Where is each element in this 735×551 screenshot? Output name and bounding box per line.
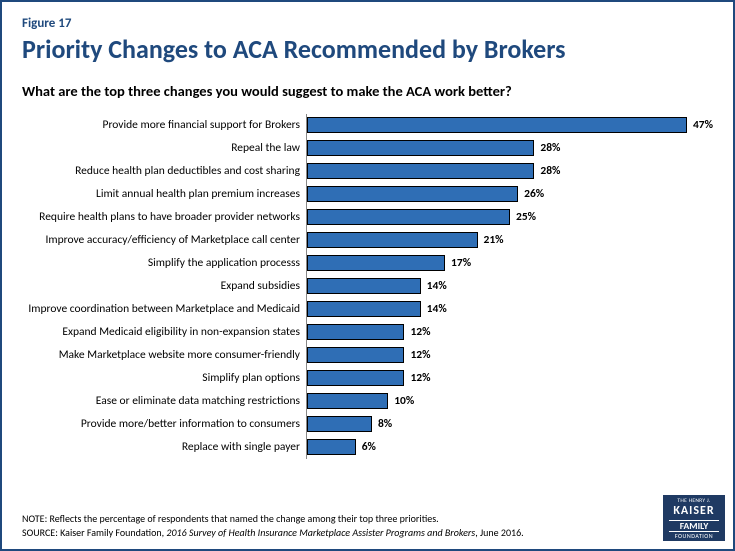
bar-value: 47% bbox=[693, 118, 713, 132]
chart-row: Repeal the law 28% bbox=[22, 137, 713, 160]
logo-line2: KAISER bbox=[663, 505, 725, 518]
source-label: SOURCE: bbox=[22, 526, 58, 539]
bar-cell: 10% bbox=[306, 390, 713, 413]
bar bbox=[307, 370, 404, 386]
chart-row: Replace with single payer 6% bbox=[22, 436, 713, 459]
bar bbox=[307, 439, 356, 455]
bar-cell: 12% bbox=[306, 344, 713, 367]
category-label: Improve accuracy/efficiency of Marketpla… bbox=[22, 234, 306, 247]
category-label: Ease or eliminate data matching restrict… bbox=[22, 395, 306, 408]
bar-cell: 26% bbox=[306, 183, 713, 206]
bar bbox=[307, 117, 687, 133]
bar bbox=[307, 163, 534, 179]
bar-cell: 12% bbox=[306, 367, 713, 390]
bar-cell: 8% bbox=[306, 413, 713, 436]
logo-line4: FOUNDATION bbox=[663, 533, 725, 540]
category-label: Repeal the law bbox=[22, 142, 306, 155]
bar-value: 28% bbox=[540, 164, 560, 178]
bar-cell: 12% bbox=[306, 321, 713, 344]
figure-label: Figure 17 bbox=[22, 16, 713, 31]
bar-value: 17% bbox=[451, 256, 471, 270]
logo-line3: FAMILY bbox=[669, 520, 719, 532]
chart-row: Provide more/better information to consu… bbox=[22, 413, 713, 436]
category-label: Simplify the application processs bbox=[22, 257, 306, 270]
category-label: Require health plans to have broader pro… bbox=[22, 211, 306, 224]
bar bbox=[307, 278, 421, 294]
category-label: Make Marketplace website more consumer-f… bbox=[22, 349, 306, 362]
bar-value: 14% bbox=[427, 279, 447, 293]
category-label: Replace with single payer bbox=[22, 441, 306, 454]
bar bbox=[307, 186, 518, 202]
bar-cell: 21% bbox=[306, 229, 713, 252]
chart-row: Improve accuracy/efficiency of Marketpla… bbox=[22, 229, 713, 252]
bar-cell: 25% bbox=[306, 206, 713, 229]
bar bbox=[307, 232, 478, 248]
bar bbox=[307, 301, 421, 317]
bar bbox=[307, 416, 372, 432]
chart-row: Provide more financial support for Broke… bbox=[22, 114, 713, 137]
bar bbox=[307, 255, 445, 271]
bar-cell: 6% bbox=[306, 436, 713, 459]
bar-cell: 14% bbox=[306, 275, 713, 298]
bar bbox=[307, 393, 388, 409]
bar-cell: 17% bbox=[306, 252, 713, 275]
chart-subtitle: What are the top three changes you would… bbox=[22, 82, 713, 100]
bar-value: 10% bbox=[394, 394, 414, 408]
source-prefix: Kaiser Family Foundation, bbox=[60, 526, 166, 539]
category-label: Provide more/better information to consu… bbox=[22, 418, 306, 431]
bar-cell: 14% bbox=[306, 298, 713, 321]
chart-row: Limit annual health plan premium increas… bbox=[22, 183, 713, 206]
chart-row: Simplify plan options 12% bbox=[22, 367, 713, 390]
bar-cell: 47% bbox=[306, 114, 713, 137]
chart-row: Improve coordination between Marketplace… bbox=[22, 298, 713, 321]
kff-logo: THE HENRY J. KAISER FAMILY FOUNDATION bbox=[663, 495, 725, 541]
chart-row: Simplify the application processs 17% bbox=[22, 252, 713, 275]
category-label: Provide more financial support for Broke… bbox=[22, 119, 306, 132]
bar-cell: 28% bbox=[306, 137, 713, 160]
bar-chart: Provide more financial support for Broke… bbox=[22, 114, 713, 459]
category-label: Expand Medicaid eligibility in non-expan… bbox=[22, 326, 306, 339]
category-label: Improve coordination between Marketplace… bbox=[22, 303, 306, 316]
chart-row: Ease or eliminate data matching restrict… bbox=[22, 390, 713, 413]
chart-row: Require health plans to have broader pro… bbox=[22, 206, 713, 229]
chart-row: Expand subsidies 14% bbox=[22, 275, 713, 298]
category-label: Limit annual health plan premium increas… bbox=[22, 188, 306, 201]
bar-value: 28% bbox=[540, 141, 560, 155]
bar-value: 14% bbox=[427, 302, 447, 316]
bar bbox=[307, 140, 534, 156]
bar bbox=[307, 209, 510, 225]
bar-value: 21% bbox=[484, 233, 504, 247]
bar-cell: 28% bbox=[306, 160, 713, 183]
page-title: Priority Changes to ACA Recommended by B… bbox=[22, 35, 713, 64]
chart-row: Expand Medicaid eligibility in non-expan… bbox=[22, 321, 713, 344]
footnotes: NOTE: Reflects the percentage of respond… bbox=[22, 512, 633, 539]
bar bbox=[307, 347, 404, 363]
category-label: Simplify plan options bbox=[22, 372, 306, 385]
bar-value: 25% bbox=[516, 210, 536, 224]
chart-row: Reduce health plan deductibles and cost … bbox=[22, 160, 713, 183]
source-italic: 2016 Survey of Health Insurance Marketpl… bbox=[166, 526, 475, 539]
bar-value: 12% bbox=[410, 348, 430, 362]
note-text: Reflects the percentage of respondents t… bbox=[50, 512, 439, 525]
bar bbox=[307, 324, 404, 340]
category-label: Reduce health plan deductibles and cost … bbox=[22, 165, 306, 178]
bar-value: 12% bbox=[410, 325, 430, 339]
source-suffix: , June 2016. bbox=[475, 526, 524, 539]
category-label: Expand subsidies bbox=[22, 280, 306, 293]
bar-value: 26% bbox=[524, 187, 544, 201]
bar-value: 6% bbox=[362, 440, 376, 454]
bar-value: 8% bbox=[378, 417, 392, 431]
chart-row: Make Marketplace website more consumer-f… bbox=[22, 344, 713, 367]
note-label: NOTE: bbox=[22, 512, 47, 525]
bar-value: 12% bbox=[410, 371, 430, 385]
